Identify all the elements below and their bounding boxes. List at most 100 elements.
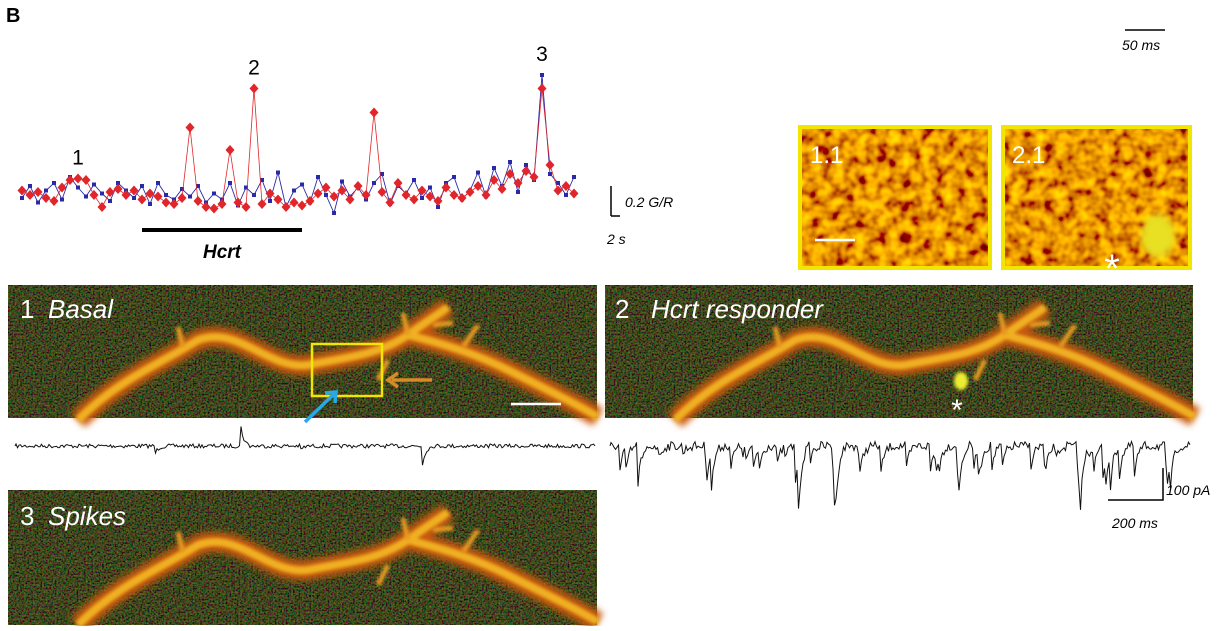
point (84, 194, 88, 199)
point (177, 193, 187, 203)
point (100, 191, 104, 196)
point (57, 182, 67, 193)
point (292, 188, 296, 193)
point (25, 190, 35, 200)
point (276, 170, 280, 175)
point (116, 181, 120, 185)
point (180, 187, 184, 191)
inset-label: 1.1 (810, 142, 843, 169)
point (289, 197, 299, 208)
point (153, 191, 163, 202)
point (252, 193, 256, 197)
marker: * (951, 394, 963, 427)
scale-label: 50 ms (1122, 37, 1160, 53)
arrow (384, 371, 432, 389)
scale-bar (1108, 468, 1164, 501)
inset: 2.1 * (1001, 125, 1192, 291)
point (569, 188, 579, 199)
x-scale-label: 2 s (606, 231, 626, 247)
point (324, 193, 328, 197)
panel-title: Spikes (48, 501, 126, 531)
point (540, 73, 544, 77)
point (108, 199, 112, 203)
point (217, 199, 227, 209)
point (321, 182, 331, 193)
point (209, 203, 219, 214)
point (97, 202, 107, 212)
inset: 1.1 (798, 125, 992, 270)
point (113, 184, 123, 194)
point (561, 181, 571, 191)
point (436, 205, 440, 209)
panel-number: 2 (615, 294, 629, 324)
point (132, 196, 136, 200)
point (377, 187, 387, 197)
point (92, 182, 96, 187)
point (521, 166, 531, 176)
point (556, 181, 560, 185)
point (329, 191, 339, 202)
point (156, 181, 160, 185)
point (489, 175, 499, 185)
point (201, 202, 211, 212)
point (428, 185, 432, 190)
point (76, 185, 80, 190)
point (225, 145, 235, 155)
point (41, 193, 51, 203)
point (89, 190, 99, 200)
point (60, 197, 64, 202)
arrow (303, 390, 338, 424)
point (548, 172, 552, 176)
point (497, 184, 507, 194)
point (44, 188, 48, 193)
point (417, 185, 427, 196)
point (241, 202, 251, 212)
point (537, 83, 547, 94)
panel-title: Basal (48, 294, 114, 324)
point (433, 196, 443, 206)
point (513, 178, 523, 188)
point (492, 166, 496, 170)
point (188, 194, 192, 199)
point (137, 194, 147, 205)
point (457, 193, 467, 203)
point (249, 83, 259, 94)
point (196, 184, 200, 188)
point (81, 175, 91, 185)
point (564, 193, 568, 197)
point (145, 188, 155, 199)
point (340, 179, 344, 184)
point (228, 181, 232, 185)
marker: * (1104, 247, 1120, 291)
point (481, 190, 491, 200)
annotation: 2 (248, 57, 260, 80)
point (148, 202, 152, 206)
point (508, 160, 512, 164)
point (300, 182, 304, 187)
point (129, 185, 139, 196)
point (361, 190, 371, 200)
inset-label: 2.1 (1012, 142, 1045, 169)
point (49, 196, 59, 206)
series-line (21, 88, 575, 209)
point (441, 182, 451, 193)
point (337, 185, 347, 196)
point (161, 197, 171, 208)
point (553, 185, 563, 196)
point (244, 185, 248, 190)
point (281, 202, 291, 212)
point (385, 197, 395, 208)
point (28, 184, 32, 188)
point (52, 181, 56, 185)
point (212, 191, 216, 196)
point (297, 200, 307, 211)
point (473, 181, 483, 191)
point (465, 187, 475, 197)
panel-title: Hcrt responder (651, 294, 824, 324)
point (345, 194, 355, 205)
point (164, 193, 168, 197)
point (185, 122, 195, 133)
point (36, 200, 40, 205)
point (369, 107, 379, 118)
point (452, 175, 456, 179)
